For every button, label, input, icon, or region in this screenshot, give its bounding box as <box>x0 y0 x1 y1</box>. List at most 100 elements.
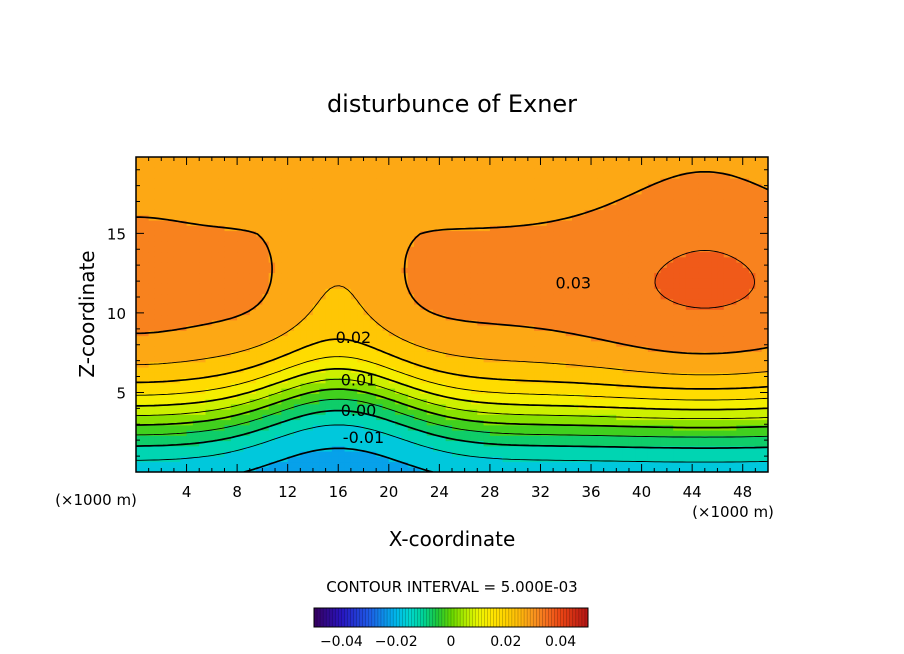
contour-fill-cell <box>369 414 377 421</box>
contour-fill-cell <box>584 251 592 258</box>
contour-fill-cell <box>426 283 434 289</box>
contour-fill-cell <box>597 188 605 195</box>
contour-fill-cell <box>452 435 459 442</box>
contour-fill-cell <box>489 157 497 163</box>
contour-fill-cell <box>508 319 516 326</box>
contour-fill-cell <box>268 214 276 221</box>
contour-fill-cell <box>237 262 245 268</box>
contour-fill-cell <box>357 251 365 258</box>
contour-fill-cell <box>489 262 497 268</box>
contour-fill-cell <box>369 272 377 279</box>
contour-fill-cell <box>249 414 257 421</box>
contour-fill-cell <box>294 424 301 431</box>
contour-fill-cell <box>439 183 447 190</box>
contour-fill-cell <box>407 409 415 415</box>
contour-fill-cell <box>572 330 579 337</box>
contour-fill-cell <box>148 246 156 253</box>
contour-fill-cell <box>496 162 504 169</box>
contour-fill-cell <box>584 288 592 295</box>
contour-fill-cell <box>218 456 226 463</box>
contour-fill-cell <box>154 445 162 452</box>
contour-fill-cell <box>180 466 188 472</box>
contour-fill-cell <box>483 241 491 247</box>
contour-fill-cell <box>610 424 617 431</box>
contour-fill-cell <box>622 157 630 163</box>
contour-fill-cell <box>262 361 270 368</box>
contour-fill-cell <box>420 340 428 347</box>
contour-fill-cell <box>395 351 403 358</box>
contour-fill-cell <box>477 377 485 384</box>
contour-fill-cell <box>439 167 447 174</box>
contour-fill-cell <box>218 298 226 305</box>
contour-fill-cell <box>218 314 226 321</box>
contour-fill-cell <box>350 466 358 472</box>
contour-fill-cell <box>136 314 143 321</box>
contour-fill-cell <box>508 361 516 368</box>
contour-fill-cell <box>382 445 390 452</box>
contour-fill-cell <box>647 246 655 253</box>
contour-fill-cell <box>635 172 643 179</box>
contour-fill-cell <box>584 445 592 452</box>
contour-fill-cell <box>218 172 226 179</box>
contour-fill-cell <box>369 304 377 310</box>
contour-fill-cell <box>452 430 459 436</box>
contour-fill-cell <box>300 193 308 200</box>
contour-fill-cell <box>603 440 611 447</box>
contour-fill-cell <box>344 220 352 226</box>
contour-fill-cell <box>464 293 472 300</box>
contour-fill-cell <box>224 230 232 237</box>
contour-fill-cell <box>205 298 213 305</box>
contour-fill-cell <box>344 377 352 384</box>
contour-fill-cell <box>199 377 207 384</box>
contour-fill-cell <box>363 172 371 179</box>
contour-fill-cell <box>445 251 453 258</box>
contour-fill-cell <box>224 262 232 268</box>
contour-fill-cell <box>515 466 523 472</box>
contour-fill-cell <box>483 461 491 468</box>
contour-fill-cell <box>205 393 213 400</box>
contour-fill-cell <box>306 209 314 216</box>
contour-fill-cell <box>489 209 497 216</box>
contour-fill-cell <box>388 214 396 221</box>
contour-fill-cell <box>521 162 529 169</box>
contour-fill-cell <box>199 183 207 190</box>
contour-fill-cell <box>186 445 194 452</box>
contour-fill-cell <box>414 178 421 184</box>
contour-fill-cell <box>154 241 162 247</box>
contour-fill-cell <box>287 225 295 232</box>
contour-fill-cell <box>350 183 358 190</box>
contour-fill-cell <box>319 188 327 195</box>
contour-fill-cell <box>470 246 478 253</box>
contour-fill-cell <box>363 372 371 379</box>
contour-fill-cell <box>218 288 226 295</box>
contour-fill-cell <box>660 451 668 457</box>
contour-fill-cell <box>420 414 428 421</box>
contour-fill-cell <box>256 314 263 321</box>
contour-fill-cell <box>275 319 282 326</box>
contour-fill-cell <box>654 361 662 368</box>
contour-fill-cell <box>603 262 611 268</box>
contour-fill-cell <box>534 256 542 263</box>
contour-fill-cell <box>281 466 289 472</box>
contour-fill-cell <box>414 451 421 457</box>
contour-fill-cell <box>401 298 409 305</box>
contour-fill-cell <box>610 304 617 310</box>
contour-fill-cell <box>641 204 649 211</box>
contour-fill-cell <box>262 356 270 363</box>
contour-fill-cell <box>496 167 504 174</box>
contour-fill-cell <box>224 220 232 226</box>
contour-fill-cell <box>470 456 478 463</box>
contour-fill-cell <box>142 188 150 195</box>
contour-fill-cell <box>534 241 542 247</box>
contour-fill-cell <box>622 293 630 300</box>
contour-fill-cell <box>395 398 403 405</box>
contour-fill-cell <box>350 209 358 216</box>
contour-fill-cell <box>357 435 365 442</box>
contour-fill-cell <box>357 220 365 226</box>
contour-fill-cell <box>331 403 339 410</box>
contour-fill-cell <box>237 220 245 226</box>
contour-fill-cell <box>256 382 263 389</box>
contour-fill-cell <box>344 403 352 410</box>
contour-fill-cell <box>508 162 516 169</box>
contour-fill-cell <box>603 157 611 163</box>
